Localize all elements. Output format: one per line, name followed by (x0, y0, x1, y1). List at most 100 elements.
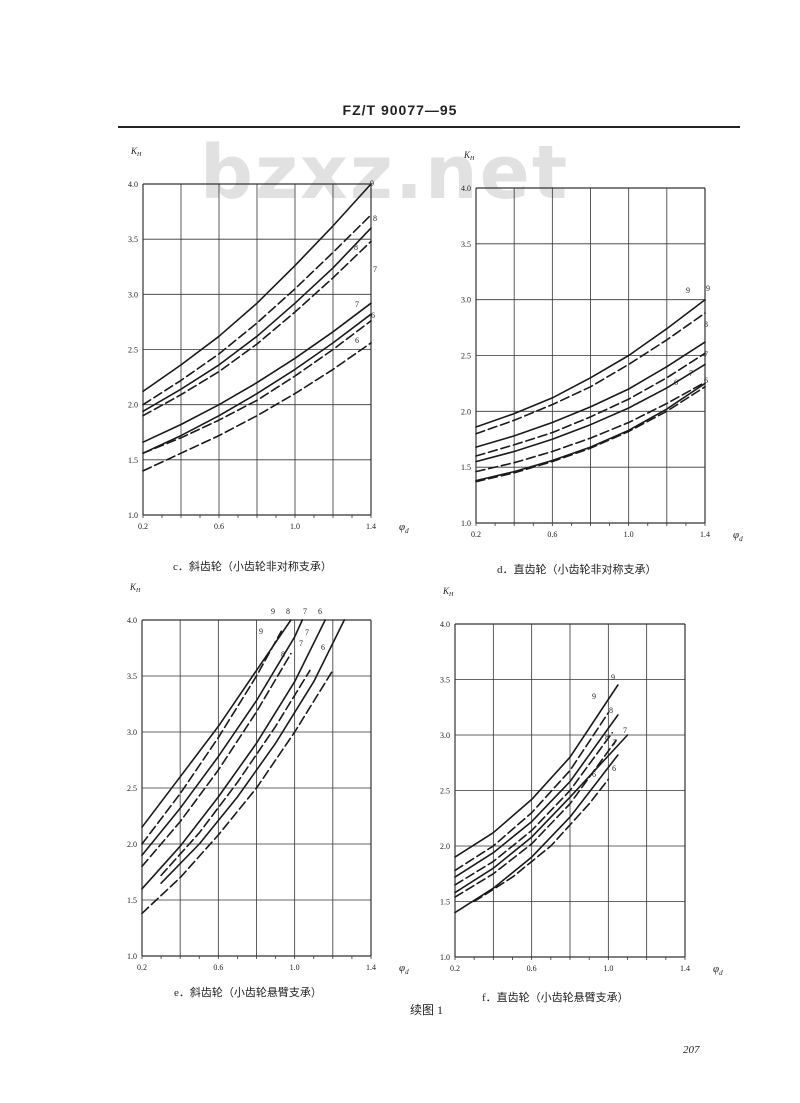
y-tick-label: 1.0 (440, 953, 450, 962)
series-line-7-dashed (142, 320, 372, 454)
curve-label: 7 (299, 639, 303, 648)
x-tick-label: 0.6 (214, 522, 224, 531)
y-tick-label: 3.0 (461, 296, 471, 305)
series-line-7-solid (142, 302, 372, 443)
curve-label: 6 (704, 376, 708, 385)
series-line-6-solid (142, 313, 372, 454)
chart-panel-e: 1.0 1.5 2.0 2.5 3.0 3.5 4.0 0.2 0.6 1.0 1.4 KH φd 9 9 8… (127, 582, 409, 976)
curve-label: 7 (623, 726, 627, 735)
curve-label: 6 (674, 378, 678, 387)
watermark: bzxz.net (200, 130, 570, 216)
curve-label: 9 (686, 286, 690, 295)
y-tick-label: 1.0 (128, 511, 138, 520)
series-line-9-solid (142, 183, 372, 393)
y-tick-label: 2.5 (127, 784, 137, 793)
series-line-7-dashed (475, 381, 706, 473)
curve-label: 9 (370, 179, 374, 188)
curve-label: 7 (689, 369, 693, 378)
curve-label: 6 (321, 643, 325, 652)
chart-caption-c: c．斜齿轮（小齿轮非对称支承） (173, 561, 332, 573)
curve-label: 8 (704, 320, 708, 329)
series-line-7-dashed (160, 669, 311, 877)
figure-caption: 续图 1 (410, 1003, 444, 1017)
chart-caption-e: e．斜齿轮（小齿轮悬臂支承） (174, 987, 322, 999)
series-line-6-solid (475, 382, 706, 482)
y-axis-label: KH (129, 582, 141, 594)
series-line-6-solid (160, 619, 346, 884)
y-tick-label: 3.5 (127, 672, 137, 681)
chart-panel-c: 1.0 1.5 2.0 2.5 3.0 3.5 4.0 0.2 0.6 1.0 1.4 KH φd 9 8 8… (128, 146, 409, 535)
series-line-6-dashed (473, 778, 610, 903)
series-line-8-solid (454, 714, 619, 878)
series-line-8-solid (475, 341, 706, 448)
x-axis-label: φd (399, 521, 409, 535)
curve-label: 8 (286, 607, 290, 616)
chart-panel-f: 1.0 1.5 2.0 2.5 3.0 3.5 4.0 0.2 0.6 1.0 1.4 KH φd 9 9 8… (440, 586, 723, 977)
series-line-8-dashed (142, 240, 372, 417)
curve-label: 6 (371, 311, 375, 320)
curve-label: 8 (281, 650, 285, 659)
x-tick-label: 1.0 (603, 964, 613, 973)
y-tick-label: 2.5 (461, 352, 471, 361)
curve-label: 7 (305, 628, 309, 637)
y-tick-label: 4.0 (128, 180, 138, 189)
y-tick-label: 3.5 (461, 240, 471, 249)
series-line-9-solid (454, 684, 619, 858)
y-tick-label: 4.0 (440, 620, 450, 629)
curve-label: 7 (613, 738, 617, 747)
x-tick-label: 0.6 (527, 964, 537, 973)
y-tick-label: 2.0 (440, 842, 450, 851)
x-tick-label: 0.2 (138, 522, 148, 531)
x-tick-label: 1.0 (290, 963, 300, 972)
x-tick-label: 0.2 (450, 964, 460, 973)
curve-label: 8 (373, 214, 377, 223)
x-tick-label: 1.4 (366, 522, 376, 531)
curve-label: 8 (354, 243, 358, 252)
series-line-8-dashed (141, 652, 292, 868)
curve-label: 7 (373, 265, 377, 274)
x-tick-label: 1.0 (624, 530, 634, 539)
y-tick-label: 3.0 (440, 731, 450, 740)
series-line-6-solid (454, 754, 619, 914)
curve-label: 8 (605, 733, 609, 742)
series-line-7-solid (141, 619, 326, 890)
y-axis-label: KH (442, 586, 454, 598)
series-line-8-dashed (475, 352, 706, 457)
x-tick-label: 0.2 (137, 963, 147, 972)
x-tick-label: 1.4 (700, 530, 710, 539)
series-line-9-dashed (141, 630, 283, 845)
series-line-6-dashed (141, 669, 334, 915)
page-number: 207 (683, 1044, 700, 1056)
series-line-9-solid (475, 298, 706, 428)
chart-caption-f: f．直齿轮（小齿轮悬臂支承） (482, 992, 629, 1004)
y-tick-label: 2.0 (461, 407, 471, 416)
y-tick-label: 2.5 (440, 787, 450, 796)
x-tick-label: 1.0 (290, 522, 300, 531)
y-tick-label: 4.0 (461, 184, 471, 193)
x-axis-label: φd (733, 529, 743, 543)
y-tick-label: 2.0 (127, 840, 137, 849)
header-rule (118, 126, 740, 128)
curve-label: 6 (612, 764, 616, 773)
x-axis-label: φd (399, 962, 409, 976)
y-axis-label: KH (130, 146, 142, 158)
y-tick-label: 1.5 (128, 456, 138, 465)
curve-label: 7 (303, 607, 307, 616)
y-tick-label: 1.0 (127, 952, 137, 961)
series-line-8-solid (141, 619, 304, 856)
y-tick-label: 2.0 (128, 401, 138, 410)
y-tick-label: 4.0 (127, 616, 137, 625)
y-tick-label: 1.5 (440, 898, 450, 907)
page-header: FZ/T 90077—95 (342, 102, 458, 118)
x-axis-label: φd (713, 963, 723, 977)
series-line-8-solid (142, 227, 372, 413)
curve-label: 9 (706, 284, 710, 293)
y-tick-label: 2.5 (128, 346, 138, 355)
y-tick-label: 3.5 (440, 676, 450, 685)
y-tick-label: 3.0 (128, 290, 138, 299)
y-tick-label: 1.5 (461, 463, 471, 472)
series-line-7-solid (475, 363, 706, 463)
series-line-7-dashed (454, 739, 617, 898)
y-tick-label: 3.5 (128, 235, 138, 244)
x-tick-label: 1.4 (366, 963, 376, 972)
